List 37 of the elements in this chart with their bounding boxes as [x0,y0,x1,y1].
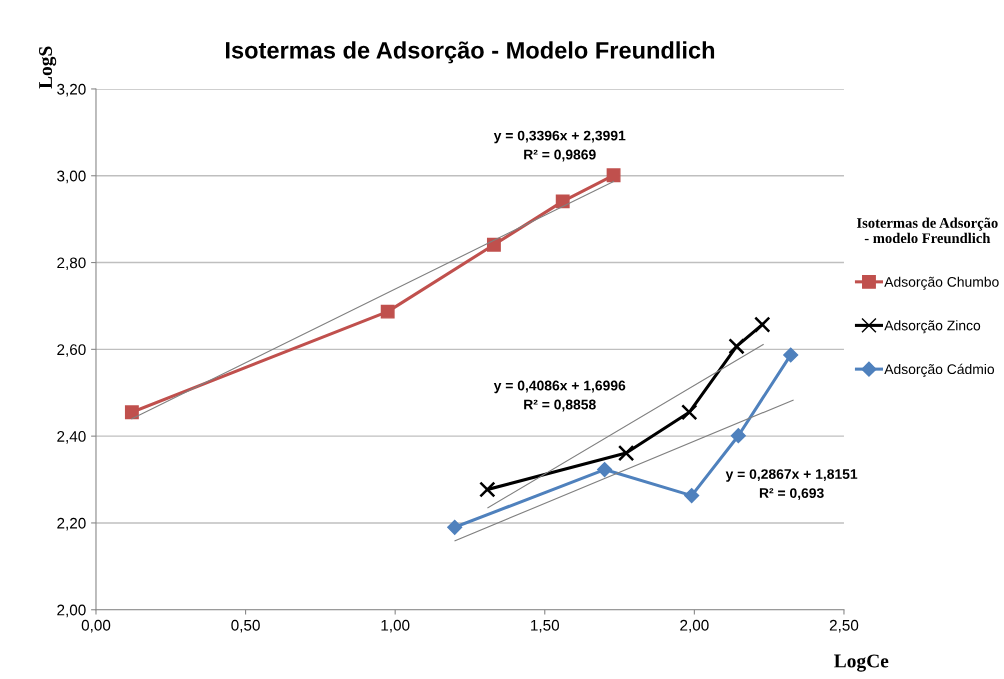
y-tick-label: 2,00 [57,604,86,618]
legend-label: Adsorção Zinco [884,320,981,334]
annotation: y = 0,4086x + 1,6996 R² = 0,8858 [493,380,626,412]
point [617,444,635,462]
y-tick-label: 3,20 [57,83,86,97]
point [555,194,570,209]
y-tick-label: 2,60 [57,344,86,357]
y-tick-label: 2,20 [57,517,86,531]
point [681,404,698,421]
x-tick-label: 0,00 [81,619,111,633]
y-axis-title: LogS [39,46,57,89]
point [380,304,395,319]
x-tick-label: 1,50 [531,619,560,633]
legend-label: Adsorção Cádmio [884,363,995,377]
point [730,428,746,444]
point [447,519,463,535]
legend-label: Adsorção Chumbo [884,276,999,290]
chart-title: Isotermas de Adsorção - Modelo Freundlich [226,41,715,64]
point [783,347,799,363]
y-tick-label: 3,00 [57,170,86,184]
point [728,338,745,355]
x-tick-label: 2,50 [829,619,859,633]
point [684,488,700,504]
annotation: y = 0,2867x + 1,8151 R² = 0,693 [725,469,858,500]
point [479,481,496,498]
x-tick-label: 1,00 [381,619,410,633]
point [754,316,771,333]
point [597,461,613,478]
y-tick-label: 2,80 [57,257,86,271]
x-tick-label: 2,00 [680,619,709,633]
x-tick-label: 0,50 [231,619,260,633]
annotation: y = 0,3396x + 2,3991 R² = 0,9869 [493,130,626,162]
point [124,405,139,420]
point [606,168,621,183]
y-tick-label: 2,40 [57,431,86,444]
x-axis-title: LogCe [834,654,889,672]
legend-title: Isotermas de Adsorção - modelo Freundlich [856,217,998,244]
